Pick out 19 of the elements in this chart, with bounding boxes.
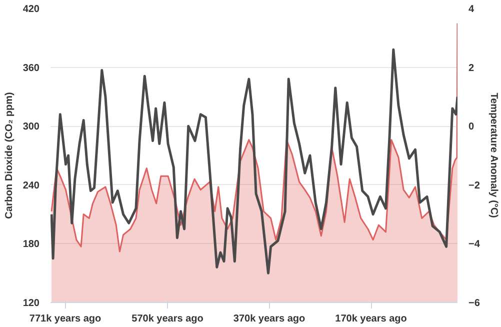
x-tick-label: 170k years ago xyxy=(335,314,407,324)
y-tick-label: 360 xyxy=(22,62,40,74)
y2-tick-label: 4 xyxy=(468,4,474,15)
y-tick-label: 180 xyxy=(22,239,40,250)
x-tick-label: 570k years ago xyxy=(132,314,204,324)
y-tick-label: 240 xyxy=(22,180,40,192)
y-tick-label: 120 xyxy=(22,298,40,309)
y2-tick-label: −6 xyxy=(468,298,480,309)
y2-tick-label: 0 xyxy=(468,122,474,133)
y2-tick-label: −4 xyxy=(468,239,480,250)
x-tick-label: 370k years ago xyxy=(233,314,306,324)
y2-tick-label: −2 xyxy=(468,180,480,192)
y2-tick-label: 2 xyxy=(468,62,474,74)
y2-axis-title: Temperature Anomaly (°C) xyxy=(488,92,499,218)
y-tick-label: 420 xyxy=(22,4,40,15)
x-tick-label: 771k years ago xyxy=(29,314,102,324)
line-series xyxy=(50,48,458,274)
y-tick-label: 300 xyxy=(22,122,40,133)
y-axis-title: Carbon Dioxide (CO₂ ppm) xyxy=(4,92,15,219)
